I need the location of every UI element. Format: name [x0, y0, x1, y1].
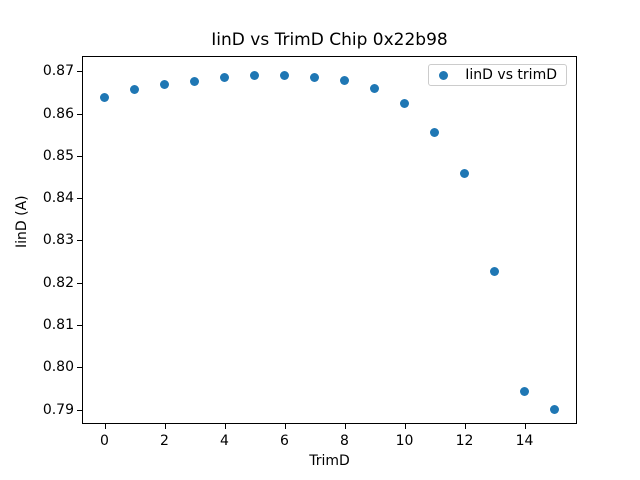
x-tick-label: 14: [515, 433, 534, 449]
x-axis-label: TrimD: [309, 453, 350, 469]
legend-label: IinD vs trimD: [465, 67, 557, 83]
data-point: [220, 73, 229, 83]
data-point: [460, 168, 469, 178]
data-point: [160, 80, 169, 90]
x-tick-label: 4: [220, 433, 229, 449]
y-tick-mark: [77, 113, 82, 115]
y-tick-label: 0.81: [42, 317, 74, 334]
data-point: [370, 84, 379, 94]
x-tick-mark: [224, 424, 226, 429]
data-point: [520, 386, 529, 396]
y-tick-label: 0.84: [42, 190, 74, 207]
x-tick-mark: [464, 424, 466, 429]
x-tick-mark: [524, 424, 526, 429]
x-tick-label: 2: [160, 433, 169, 449]
x-tick-label: 10: [395, 433, 414, 449]
data-point: [490, 267, 499, 277]
x-tick-label: 0: [100, 433, 109, 449]
y-tick-label: 0.79: [42, 401, 74, 418]
data-point: [340, 76, 349, 86]
y-tick-label: 0.86: [42, 105, 74, 122]
data-point: [280, 70, 289, 80]
x-tick-mark: [344, 424, 346, 429]
y-tick-mark: [77, 325, 82, 327]
y-tick-label: 0.85: [42, 147, 74, 164]
y-tick-mark: [77, 240, 82, 242]
x-tick-mark: [164, 424, 166, 429]
y-tick-mark: [77, 282, 82, 284]
data-point: [100, 92, 109, 102]
y-tick-label: 0.80: [42, 359, 74, 376]
y-tick-mark: [77, 155, 82, 157]
plot-area: IinD vs trimD: [82, 56, 577, 424]
x-tick-label: 12: [455, 433, 474, 449]
y-tick-mark: [77, 367, 82, 369]
y-tick-label: 0.82: [42, 274, 74, 291]
data-point: [550, 405, 559, 415]
y-tick-label: 0.83: [42, 232, 74, 249]
x-tick-mark: [284, 424, 286, 429]
legend-marker-dot: [439, 70, 449, 80]
x-tick-label: 8: [340, 433, 349, 449]
chart-title: IinD vs TrimD Chip 0x22b98: [211, 30, 448, 50]
data-point: [400, 98, 409, 108]
data-point: [430, 127, 439, 137]
data-point: [310, 72, 319, 82]
y-tick-label: 0.87: [42, 63, 74, 80]
x-tick-mark: [104, 424, 106, 429]
y-axis-label: IinD (A): [14, 195, 30, 248]
y-tick-mark: [77, 409, 82, 411]
x-tick-label: 6: [280, 433, 289, 449]
y-tick-mark: [77, 71, 82, 73]
data-point: [250, 71, 259, 81]
legend: IinD vs trimD: [428, 64, 567, 86]
data-point: [130, 85, 139, 95]
y-tick-mark: [77, 198, 82, 200]
data-point: [190, 76, 199, 86]
x-tick-mark: [404, 424, 406, 429]
